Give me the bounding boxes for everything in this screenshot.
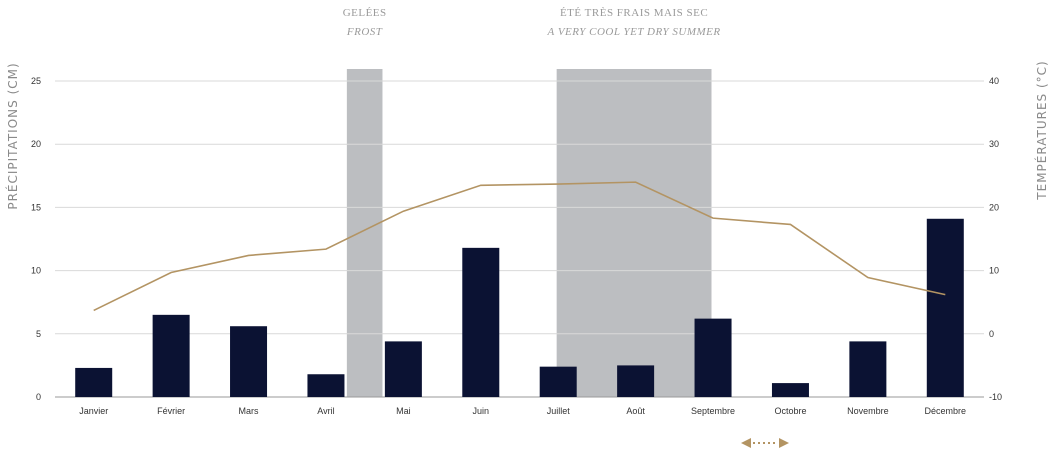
left-tick-label: 15 (31, 202, 41, 212)
x-tick-label: Septembre (691, 406, 735, 416)
precipitation-bar (307, 374, 345, 397)
precipitation-bar (694, 318, 732, 397)
precipitation-bar (617, 365, 655, 397)
left-axis-ticks: 0 5 10 15 20 25 (31, 76, 41, 402)
right-tick-label: 20 (989, 202, 999, 212)
temperature-line (93, 181, 946, 312)
x-tick-label: Juin (473, 406, 490, 416)
left-tick-label: 5 (36, 329, 41, 339)
right-tick-label: 0 (989, 329, 994, 339)
gridlines (55, 80, 984, 398)
highlight-band (346, 69, 383, 397)
annotation-title: GELÉES (343, 7, 387, 19)
x-axis-ticks: Janvier Février Mars Avril Mai Juin Juillet Aoû… (79, 406, 966, 416)
x-tick-label: Juillet (547, 406, 571, 416)
x-tick-label: Avril (317, 406, 334, 416)
right-tick-label: 40 (989, 76, 999, 86)
precipitation-bar (230, 326, 268, 397)
annotations: GELÉES FROST ÉTÉ TRÈS FRAIS MAIS SEC A VERY… (343, 7, 721, 38)
precipitation-bar (384, 341, 422, 397)
highlight-bands (346, 69, 712, 397)
right-tick-label: 30 (989, 139, 999, 149)
precipitation-bar (849, 341, 887, 397)
left-tick-label: 20 (31, 139, 41, 149)
right-axis-ticks: -10 0 10 20 30 40 (989, 76, 1002, 402)
precipitation-bar (75, 367, 113, 397)
left-tick-label: 10 (31, 266, 41, 276)
right-tick-label: -10 (989, 392, 1002, 402)
left-tick-label: 25 (31, 76, 41, 86)
annotation-title: ÉTÉ TRÈS FRAIS MAIS SEC (560, 7, 708, 19)
precipitation-bar (462, 247, 500, 397)
precipitation-bar (539, 366, 577, 397)
x-tick-label: Février (157, 406, 185, 416)
temperature-series-line (93, 181, 946, 312)
x-tick-label: Mars (239, 406, 259, 416)
precipitation-bar (771, 383, 809, 397)
precipitation-bar (152, 314, 190, 397)
precipitation-bar (926, 218, 964, 397)
right-tick-label: 10 (989, 266, 999, 276)
x-tick-label: Décembre (925, 406, 967, 416)
highlight-band (556, 69, 712, 397)
x-tick-label: Octobre (774, 406, 806, 416)
x-tick-label: Novembre (847, 406, 889, 416)
annotation-subtitle: A VERY COOL YET DRY SUMMER (547, 26, 721, 38)
annotation-subtitle: FROST (346, 26, 383, 38)
left-tick-label: 0 (36, 392, 41, 402)
x-tick-label: Août (626, 406, 645, 416)
x-tick-label: Janvier (79, 406, 108, 416)
x-tick-label: Mai (396, 406, 411, 416)
precipitation-bars (75, 218, 964, 397)
left-axis-title: PRÉCIPITATIONS (CM) (5, 62, 20, 209)
double-arrow-icon[interactable] (741, 438, 789, 448)
right-axis-title: TEMPÉRATURES (°C) (1034, 60, 1049, 200)
